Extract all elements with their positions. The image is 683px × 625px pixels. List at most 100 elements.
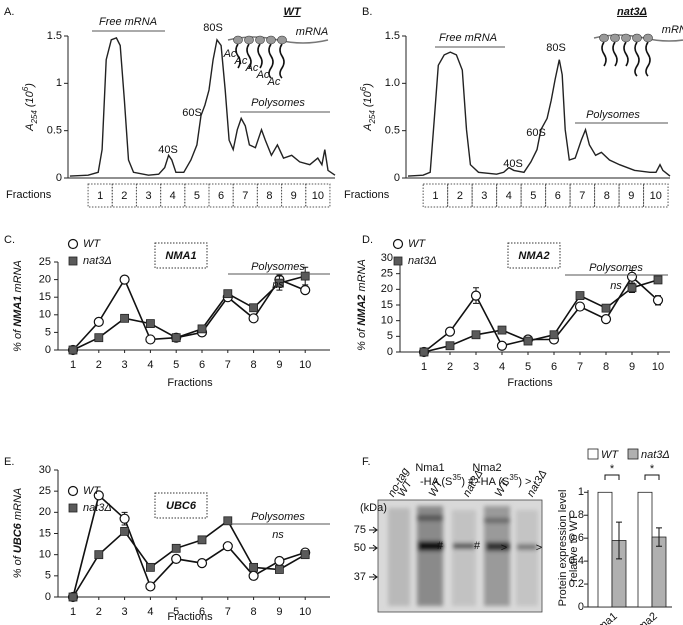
gel-band xyxy=(453,543,475,549)
y-axis-label-part: mRNA xyxy=(12,488,24,523)
gel-lanes xyxy=(388,506,538,606)
bar xyxy=(651,536,667,608)
x-axis-label: Fractions xyxy=(167,611,213,623)
panel-label: A. xyxy=(4,6,14,18)
fraction-box xyxy=(422,183,449,208)
mutant-marker xyxy=(145,562,155,572)
mutant-marker xyxy=(393,256,403,266)
y-tick-label: 5 xyxy=(45,326,51,338)
x-tick-label: 6 xyxy=(199,359,205,371)
legend-swatch xyxy=(587,448,599,460)
mutant-marker xyxy=(171,333,181,343)
x-tick-label: 6 xyxy=(551,361,557,373)
x-tick-label: 1 xyxy=(421,361,427,373)
fraction-box xyxy=(281,183,307,208)
peptide-chain xyxy=(279,43,285,79)
fraction-label: 7 xyxy=(579,190,585,202)
y-tick-label: 10 xyxy=(39,549,51,561)
band-mark: > xyxy=(501,542,507,554)
gel-band xyxy=(486,542,510,551)
gel-image xyxy=(369,499,543,613)
mutant-marker xyxy=(249,303,259,313)
wt-marker xyxy=(119,274,130,285)
gene-label: NMA1 xyxy=(165,250,196,262)
mutant-marker xyxy=(249,562,259,572)
annotation: Free mRNA xyxy=(99,16,157,28)
wt-marker xyxy=(574,301,586,312)
y-tick-label: 1 xyxy=(578,486,584,498)
y-axis-label-part: 254 xyxy=(30,110,39,125)
x-tick-label: 3 xyxy=(473,361,479,373)
absorbance-trace xyxy=(407,51,671,177)
gel-lane xyxy=(417,506,443,606)
wt-marker xyxy=(67,238,79,250)
y-tick-label: 30 xyxy=(381,252,393,264)
fraction-label: 6 xyxy=(555,190,561,202)
x-tick-label: 10 xyxy=(299,606,311,618)
x-tick-label: 7 xyxy=(225,606,231,618)
gene-box xyxy=(154,242,208,269)
y-axis-label: relative to WT xyxy=(568,514,580,582)
group-tag: -HA (S35) # xyxy=(420,473,475,488)
fraction-box xyxy=(184,183,210,208)
mutant-marker xyxy=(171,543,181,553)
fraction-box xyxy=(256,183,283,208)
gel-band xyxy=(417,515,443,521)
significance-bracket xyxy=(644,474,660,480)
legend-label: WT xyxy=(83,485,101,497)
y-tick-label: 25 xyxy=(39,485,51,497)
peptide-chain xyxy=(601,41,607,67)
wt-marker xyxy=(274,555,285,567)
band-mark: # xyxy=(474,540,481,552)
inset-label: Ac xyxy=(223,48,237,60)
x-tick-label: 10 xyxy=(652,361,664,373)
wt-marker xyxy=(444,326,456,337)
y-axis-label-part: A xyxy=(24,124,36,132)
fraction-box xyxy=(160,183,186,208)
fraction-label: 10 xyxy=(650,190,662,202)
fraction-box xyxy=(594,183,620,208)
annotation: ns xyxy=(610,280,622,292)
legend-label: nat3Δ xyxy=(83,502,112,514)
marker-label: 50 xyxy=(354,542,366,554)
y-axis-label-part: 254 xyxy=(368,110,377,125)
annotation: Polysomes xyxy=(589,262,643,274)
fraction-label: 4 xyxy=(506,190,512,202)
x-tick-label: 5 xyxy=(173,359,179,371)
ribosome xyxy=(599,33,609,43)
x-tick-label: 4 xyxy=(147,359,153,371)
fraction-box xyxy=(135,183,162,208)
y-axis-label-part: 6 xyxy=(21,86,30,91)
y-axis-label: A254 (106) xyxy=(21,83,39,132)
x-axis-label: Fractions xyxy=(344,189,390,201)
y-tick-label: 1.5 xyxy=(385,30,400,42)
y-tick-label: 0.6 xyxy=(569,532,584,544)
x-tick-label: 7 xyxy=(577,361,583,373)
group-tag-part: 35 xyxy=(452,473,461,482)
y-tick-label: 1.0 xyxy=(385,77,400,89)
panel-title: nat3Δ xyxy=(617,6,647,18)
annotation: Polysomes xyxy=(251,511,305,523)
x-tick-label: 1 xyxy=(70,359,76,371)
mutant-marker xyxy=(274,278,284,288)
fraction-box xyxy=(232,183,258,208)
error-bar xyxy=(616,521,622,560)
gel-lane xyxy=(516,510,538,606)
x-tick-label: 9 xyxy=(276,606,282,618)
gel-band xyxy=(484,518,510,523)
gel-lane xyxy=(452,510,476,606)
series-line xyxy=(72,277,306,351)
peptide-chain xyxy=(612,41,618,67)
legend-label: WT xyxy=(408,238,426,250)
fraction-box xyxy=(643,183,669,208)
panel-title: WT xyxy=(283,6,301,18)
y-tick-label: 10 xyxy=(381,315,393,327)
wt-marker xyxy=(496,340,508,351)
series-line xyxy=(72,275,306,351)
fraction-label: 6 xyxy=(218,190,224,202)
fraction-label: 3 xyxy=(481,190,487,202)
wt-marker xyxy=(93,490,104,501)
legend-label: nat3Δ xyxy=(83,255,112,267)
wt-marker xyxy=(600,314,612,325)
